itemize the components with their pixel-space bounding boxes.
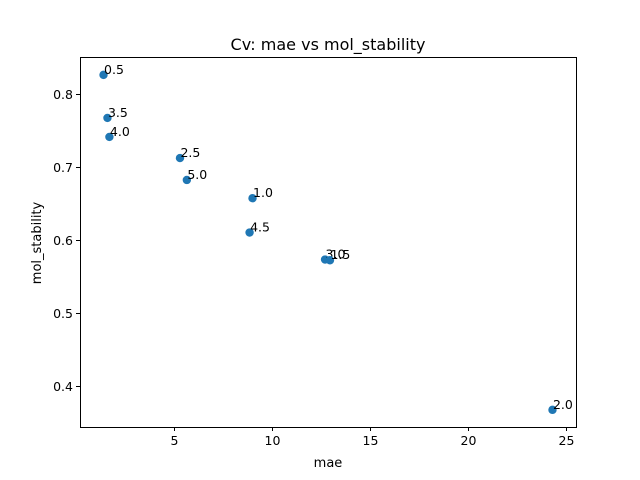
data-point (99, 70, 108, 80)
data-point (548, 405, 557, 415)
point-label: 1.0 (253, 185, 273, 200)
data-point (105, 132, 114, 142)
plot-area: 0.53.54.02.55.01.04.53.01.52.0 (99, 62, 573, 415)
data-point (103, 113, 112, 123)
data-point (182, 175, 192, 185)
y-tick-label: 0.8 (53, 87, 73, 102)
y-tick-label: 0.4 (53, 379, 73, 394)
x-axis: 5 10 15 20 25 (171, 427, 575, 448)
x-axis-label: mae (314, 456, 343, 471)
point-label: 0.5 (104, 62, 124, 77)
data-point (175, 153, 185, 163)
point-label: 1.5 (330, 247, 350, 262)
y-tick-label: 0.7 (53, 160, 73, 175)
plot-frame (80, 57, 577, 428)
x-tick-label: 10 (265, 433, 281, 448)
x-tick-label: 15 (363, 433, 379, 448)
x-tick-label: 20 (461, 433, 477, 448)
data-point (248, 194, 257, 203)
point-label: 2.5 (180, 145, 200, 160)
point-label: 4.5 (250, 220, 270, 235)
y-tick-label: 0.6 (53, 233, 73, 248)
y-axis: 0.4 0.5 0.6 0.7 0.8 (53, 87, 80, 394)
y-axis-label: mol_stability (30, 201, 45, 284)
point-label: 2.0 (553, 397, 573, 412)
point-label: 4.0 (110, 124, 130, 139)
point-label: 5.0 (187, 167, 207, 182)
data-point (325, 256, 335, 265)
y-tick-label: 0.5 (53, 306, 73, 321)
point-label: 3.5 (108, 105, 128, 120)
chart-title: Cv: mae vs mol_stability (231, 35, 426, 55)
x-tick-label: 5 (171, 433, 179, 448)
x-tick-label: 25 (559, 433, 575, 448)
data-point (245, 228, 254, 237)
